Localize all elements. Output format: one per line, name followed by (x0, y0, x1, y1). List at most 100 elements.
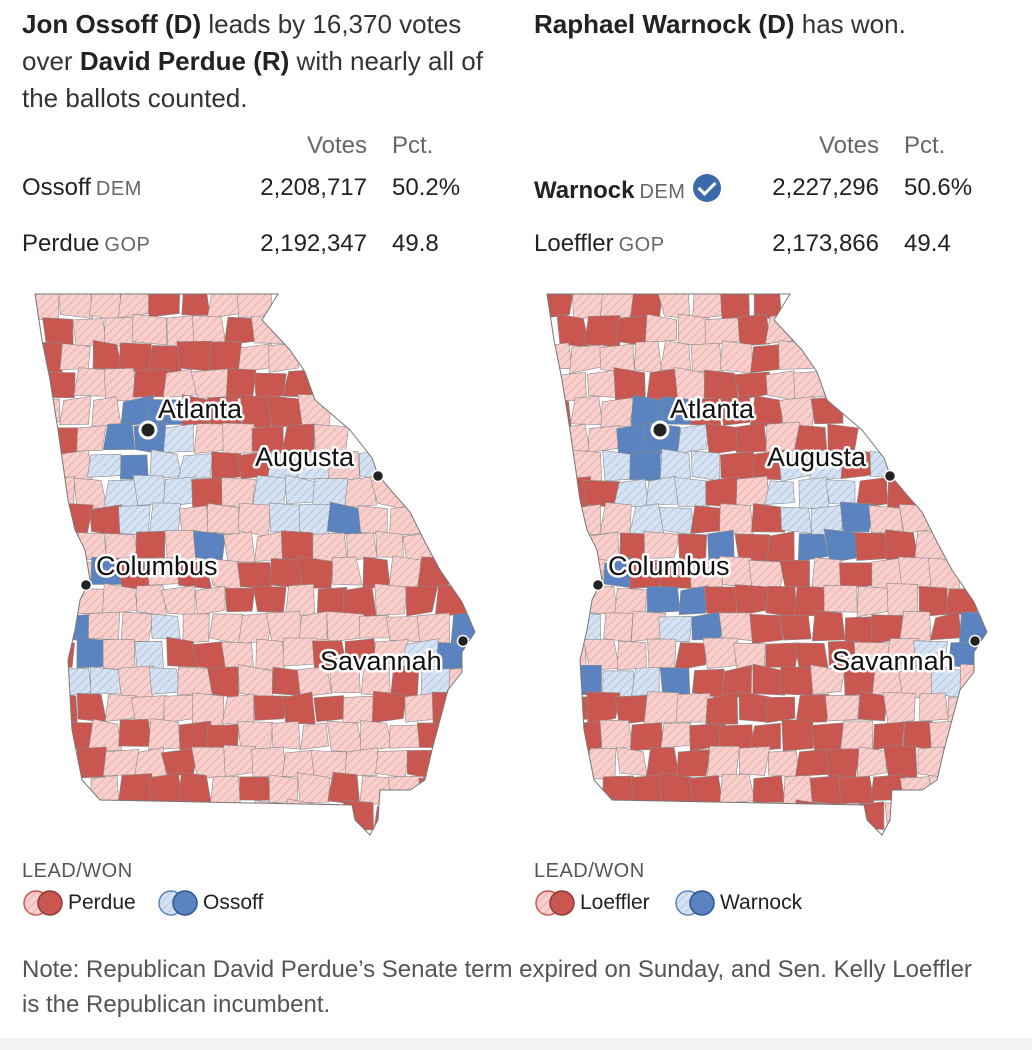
county-shape (872, 721, 905, 751)
county-shape (120, 611, 155, 642)
county-shape (658, 616, 693, 643)
county-shape (223, 744, 256, 777)
county-shape (117, 665, 154, 699)
county-shape (919, 692, 949, 722)
county-shape (613, 367, 646, 402)
county-shape (221, 641, 255, 671)
county-shape (824, 695, 860, 722)
county-shape (73, 367, 109, 397)
county-shape (58, 294, 93, 319)
county-shape (224, 587, 255, 613)
county-shape (839, 501, 875, 533)
county-shape (147, 345, 182, 373)
county-shape (344, 476, 377, 508)
county-shape (326, 611, 364, 643)
county-shape (899, 611, 932, 643)
county-shape (160, 585, 196, 616)
winner-check-icon (693, 174, 722, 202)
county-shape (118, 505, 151, 537)
city-label-columbus: Columbus (608, 551, 730, 581)
county-shape (89, 504, 123, 537)
county-shape (148, 667, 181, 695)
candidate-name: Perdue (22, 230, 100, 257)
pct-column-header: Pct. (392, 132, 434, 159)
county-shape (102, 422, 136, 451)
county-shape (749, 613, 784, 644)
county-shape (584, 747, 617, 780)
pct-value: 49.8 (392, 230, 439, 257)
county-shape (89, 294, 123, 322)
county-shape (102, 749, 140, 776)
county-shape (825, 802, 861, 833)
county-shape (269, 502, 305, 533)
county-shape (750, 344, 783, 374)
county-shape (434, 585, 468, 617)
county-shape (778, 614, 812, 641)
county-shape (810, 664, 845, 695)
county-shape (690, 450, 720, 482)
county-shape (431, 691, 470, 726)
city-dot-icon (456, 634, 470, 648)
county-shape (569, 344, 605, 374)
county-shape (780, 666, 815, 696)
county-shape (252, 475, 288, 508)
county-shape (825, 479, 856, 506)
county-shape (87, 453, 122, 478)
city-dot-icon (138, 420, 158, 440)
county-shape (749, 395, 783, 428)
county-shape (237, 343, 274, 373)
county-shape (269, 558, 302, 589)
county-shape (853, 801, 885, 830)
county-shape (720, 294, 750, 321)
state-outline (34, 293, 476, 836)
county-shape (149, 449, 182, 480)
rep-swatch-icon (23, 890, 63, 916)
county-shape (131, 313, 167, 346)
county-shape (221, 477, 256, 508)
county-shape (208, 613, 244, 645)
county-shape (236, 562, 272, 590)
pct-value: 49.4 (904, 230, 951, 257)
county-shape (720, 394, 751, 426)
county-shape (660, 722, 694, 749)
county-shape (253, 695, 289, 721)
county-shape (586, 691, 621, 726)
results-table-header: Votes Pct. (534, 128, 1004, 164)
county-shape (88, 718, 123, 751)
county-shape (735, 422, 768, 453)
georgia-county-map: Atlanta Augusta Columbus Savannah (512, 280, 1012, 840)
county-shape (103, 367, 137, 402)
legend-item-dem: Warnock (674, 889, 802, 917)
county-shape (737, 313, 771, 347)
county-shape (326, 720, 364, 753)
county-shape (587, 425, 620, 453)
county-shape (282, 637, 318, 667)
county-shape (35, 294, 60, 321)
headline-dem-candidate: Raphael Warnock (D) (534, 9, 795, 39)
county-shape (102, 583, 138, 615)
county-shape (734, 584, 770, 617)
county-shape (297, 666, 332, 698)
county-shape (388, 555, 423, 591)
county-shape (764, 803, 802, 834)
candidate-name: Warnock (534, 177, 635, 204)
headline-text: with nearly all of the ballots counted. (22, 46, 483, 113)
county-shape (676, 693, 711, 723)
county-shape (316, 586, 348, 614)
county-shape (76, 746, 107, 779)
county-shape (554, 696, 590, 720)
county-shape (707, 745, 740, 778)
county-shape (56, 668, 92, 698)
county-shape (674, 476, 710, 507)
county-shape (178, 720, 212, 751)
warnock-loeffler-panel: Raphael Warnock (D) has won. Votes Pct. … (512, 0, 1012, 930)
county-shape (795, 748, 829, 777)
county-shape (211, 451, 242, 481)
footnote: Note: Republican David Perdue’s Senate t… (22, 956, 972, 1018)
county-shape (811, 610, 846, 642)
county-shape (902, 721, 933, 750)
county-shape (647, 638, 677, 672)
legend-label: Perdue (68, 891, 136, 914)
county-shape (90, 775, 120, 804)
county-shape (644, 313, 678, 344)
